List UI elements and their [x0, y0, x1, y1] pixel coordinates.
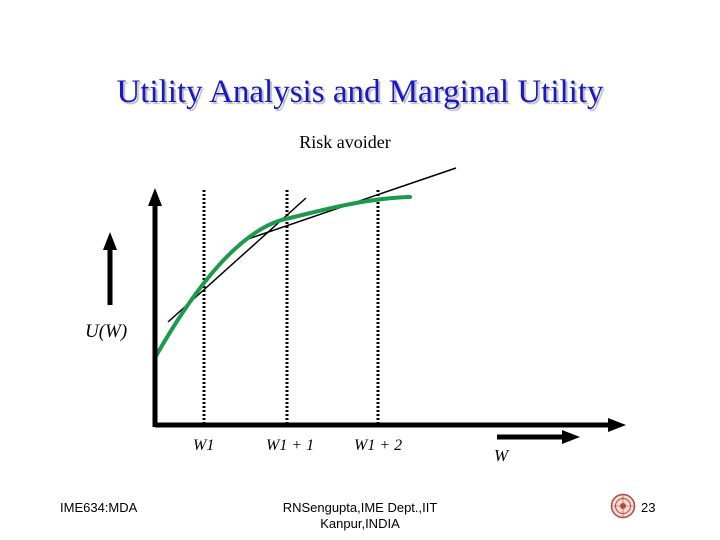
utility-curve	[154, 195, 412, 358]
slide-title: Utility Analysis and Marginal Utility	[116, 74, 604, 110]
tick-label-w1: W1	[193, 437, 214, 454]
author-affiliation: RNSengupta,IME Dept.,IIT Kanpur,INDIA	[260, 500, 460, 532]
tick-label-w1-plus-2: W1 + 2	[354, 437, 402, 454]
diagram-subtitle: Risk avoider	[299, 132, 391, 152]
author-line-1: RNSengupta,IME Dept.,IIT	[282, 500, 438, 515]
x-axis-arrowhead	[608, 418, 626, 432]
y-axis-label: U(W)	[85, 321, 127, 342]
institute-seal-icon	[610, 493, 636, 519]
wealth-right-arrow-head	[562, 430, 580, 444]
course-code: IME634:MDA	[60, 500, 138, 515]
tick-label-w1-plus-1: W1 + 1	[266, 437, 314, 454]
utility-up-arrow-head	[103, 232, 117, 250]
page-number: 23	[641, 500, 656, 515]
y-axis-arrowhead	[148, 188, 162, 206]
author-line-2: Kanpur,INDIA	[320, 516, 400, 531]
x-axis-label: W	[494, 446, 510, 465]
